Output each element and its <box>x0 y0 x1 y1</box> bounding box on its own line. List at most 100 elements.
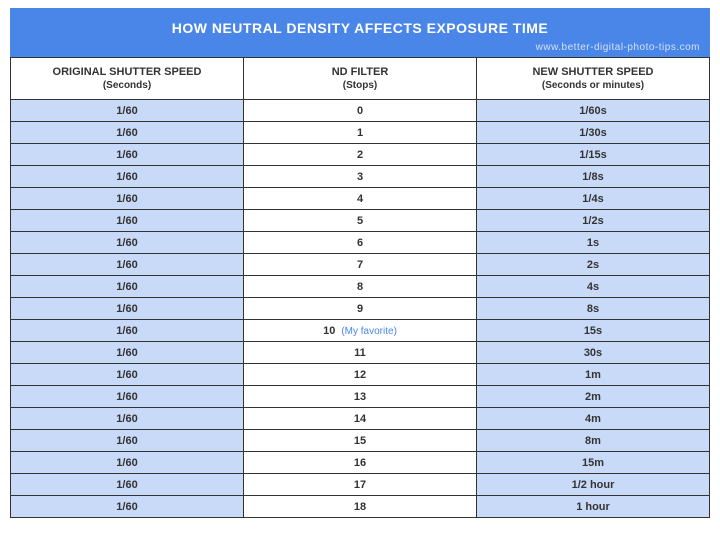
cell-new-speed: 1/2 hour <box>477 474 710 496</box>
stops-value: 5 <box>357 215 363 227</box>
cell-original-speed: 1/60 <box>11 144 244 166</box>
col-sub: (Seconds) <box>15 80 239 91</box>
cell-original-speed: 1/60 <box>11 496 244 518</box>
cell-new-speed: 1/30s <box>477 122 710 144</box>
favorite-annotation: (My favorite) <box>341 326 397 337</box>
table-header-row: ORIGINAL SHUTTER SPEED (Seconds) ND FILT… <box>11 58 710 100</box>
col-header-nd-filter: ND FILTER (Stops) <box>244 58 477 100</box>
stops-value: 0 <box>357 105 363 117</box>
cell-new-speed: 8s <box>477 298 710 320</box>
stops-value: 10 <box>323 325 335 337</box>
table-row: 1/60 10 (My favorite) 15s <box>11 320 710 342</box>
stops-value: 4 <box>357 193 363 205</box>
stops-value: 8 <box>357 281 363 293</box>
table-row: 1/60 3 1/8s <box>11 166 710 188</box>
col-title: NEW SHUTTER SPEED <box>532 66 653 78</box>
table-row: 1/60132m <box>11 386 710 408</box>
cell-original-speed: 1/60 <box>11 364 244 386</box>
table-row: 1/6051/2s <box>11 210 710 232</box>
table-row: 1/60 9 8s <box>11 298 710 320</box>
cell-nd-stops: 9 <box>244 298 477 320</box>
cell-nd-stops: 5 <box>244 210 477 232</box>
table-row: 1/60 2 1/15s <box>11 144 710 166</box>
cell-new-speed: 1/8s <box>477 166 710 188</box>
col-title: ND FILTER <box>332 66 389 78</box>
cell-original-speed: 1/60 <box>11 298 244 320</box>
stops-value: 15 <box>354 435 366 447</box>
cell-new-speed: 1 hour <box>477 496 710 518</box>
cell-original-speed: 1/60 <box>11 386 244 408</box>
stops-value: 7 <box>357 259 363 271</box>
source-url: www.better-digital-photo-tips.com <box>20 42 700 53</box>
cell-nd-stops: 10 (My favorite) <box>244 320 477 342</box>
cell-new-speed: 2s <box>477 254 710 276</box>
cell-original-speed: 1/60 <box>11 474 244 496</box>
stops-value: 9 <box>357 303 363 315</box>
cell-original-speed: 1/60 <box>11 254 244 276</box>
cell-original-speed: 1/60 <box>11 430 244 452</box>
col-header-original-speed: ORIGINAL SHUTTER SPEED (Seconds) <box>11 58 244 100</box>
cell-original-speed: 1/60 <box>11 122 244 144</box>
col-header-new-speed: NEW SHUTTER SPEED (Seconds or minutes) <box>477 58 710 100</box>
cell-nd-stops: 18 <box>244 496 477 518</box>
cell-new-speed: 1s <box>477 232 710 254</box>
table-title: HOW NEUTRAL DENSITY AFFECTS EXPOSURE TIM… <box>20 20 700 36</box>
table-row: 1/60 17 1/2 hour <box>11 474 710 496</box>
cell-new-speed: 4m <box>477 408 710 430</box>
stops-value: 3 <box>357 171 363 183</box>
nd-exposure-table: ORIGINAL SHUTTER SPEED (Seconds) ND FILT… <box>10 57 710 518</box>
stops-value: 14 <box>354 413 366 425</box>
cell-new-speed: 1/4s <box>477 188 710 210</box>
table-row: 1/601615m <box>11 452 710 474</box>
table-row: 1/60 18 1 hour <box>11 496 710 518</box>
cell-original-speed: 1/60 <box>11 320 244 342</box>
cell-new-speed: 15s <box>477 320 710 342</box>
table-row: 1/60 0 1/60s <box>11 100 710 122</box>
stops-value: 11 <box>354 347 366 359</box>
col-title: ORIGINAL SHUTTER SPEED <box>53 66 202 78</box>
cell-nd-stops: 8 <box>244 276 477 298</box>
table-row: 1/60 14 4m <box>11 408 710 430</box>
cell-nd-stops: 16 <box>244 452 477 474</box>
table-row: 1/6011/30s <box>11 122 710 144</box>
cell-new-speed: 30s <box>477 342 710 364</box>
table-row: 1/60 8 4s <box>11 276 710 298</box>
cell-original-speed: 1/60 <box>11 452 244 474</box>
stops-value: 18 <box>354 501 366 513</box>
table-row: 1/60 6 1s <box>11 232 710 254</box>
cell-nd-stops: 17 <box>244 474 477 496</box>
cell-nd-stops: 1 <box>244 122 477 144</box>
stops-value: 16 <box>354 457 366 469</box>
stops-value: 17 <box>354 479 366 491</box>
cell-nd-stops: 14 <box>244 408 477 430</box>
col-sub: (Stops) <box>248 80 472 91</box>
cell-nd-stops: 12 <box>244 364 477 386</box>
stops-value: 13 <box>354 391 366 403</box>
cell-new-speed: 1/2s <box>477 210 710 232</box>
cell-nd-stops: 0 <box>244 100 477 122</box>
cell-original-speed: 1/60 <box>11 276 244 298</box>
cell-nd-stops: 11 <box>244 342 477 364</box>
table-row: 1/60 7 2s <box>11 254 710 276</box>
cell-original-speed: 1/60 <box>11 100 244 122</box>
cell-new-speed: 1/60s <box>477 100 710 122</box>
stops-value: 6 <box>357 237 363 249</box>
cell-nd-stops: 15 <box>244 430 477 452</box>
col-sub: (Seconds or minutes) <box>481 80 705 91</box>
stops-value: 2 <box>357 149 363 161</box>
cell-nd-stops: 3 <box>244 166 477 188</box>
cell-original-speed: 1/60 <box>11 408 244 430</box>
cell-nd-stops: 13 <box>244 386 477 408</box>
cell-original-speed: 1/60 <box>11 188 244 210</box>
cell-new-speed: 1/15s <box>477 144 710 166</box>
stops-value: 12 <box>354 369 366 381</box>
cell-new-speed: 8m <box>477 430 710 452</box>
cell-original-speed: 1/60 <box>11 166 244 188</box>
table-row: 1/60121m <box>11 364 710 386</box>
table-body: 1/6001/60s1/6011/30s1/6021/15s1/6031/8s1… <box>11 100 710 518</box>
cell-original-speed: 1/60 <box>11 232 244 254</box>
cell-new-speed: 4s <box>477 276 710 298</box>
cell-nd-stops: 2 <box>244 144 477 166</box>
table-row: 1/60 4 1/4s <box>11 188 710 210</box>
table-row: 1/60 15 8m <box>11 430 710 452</box>
